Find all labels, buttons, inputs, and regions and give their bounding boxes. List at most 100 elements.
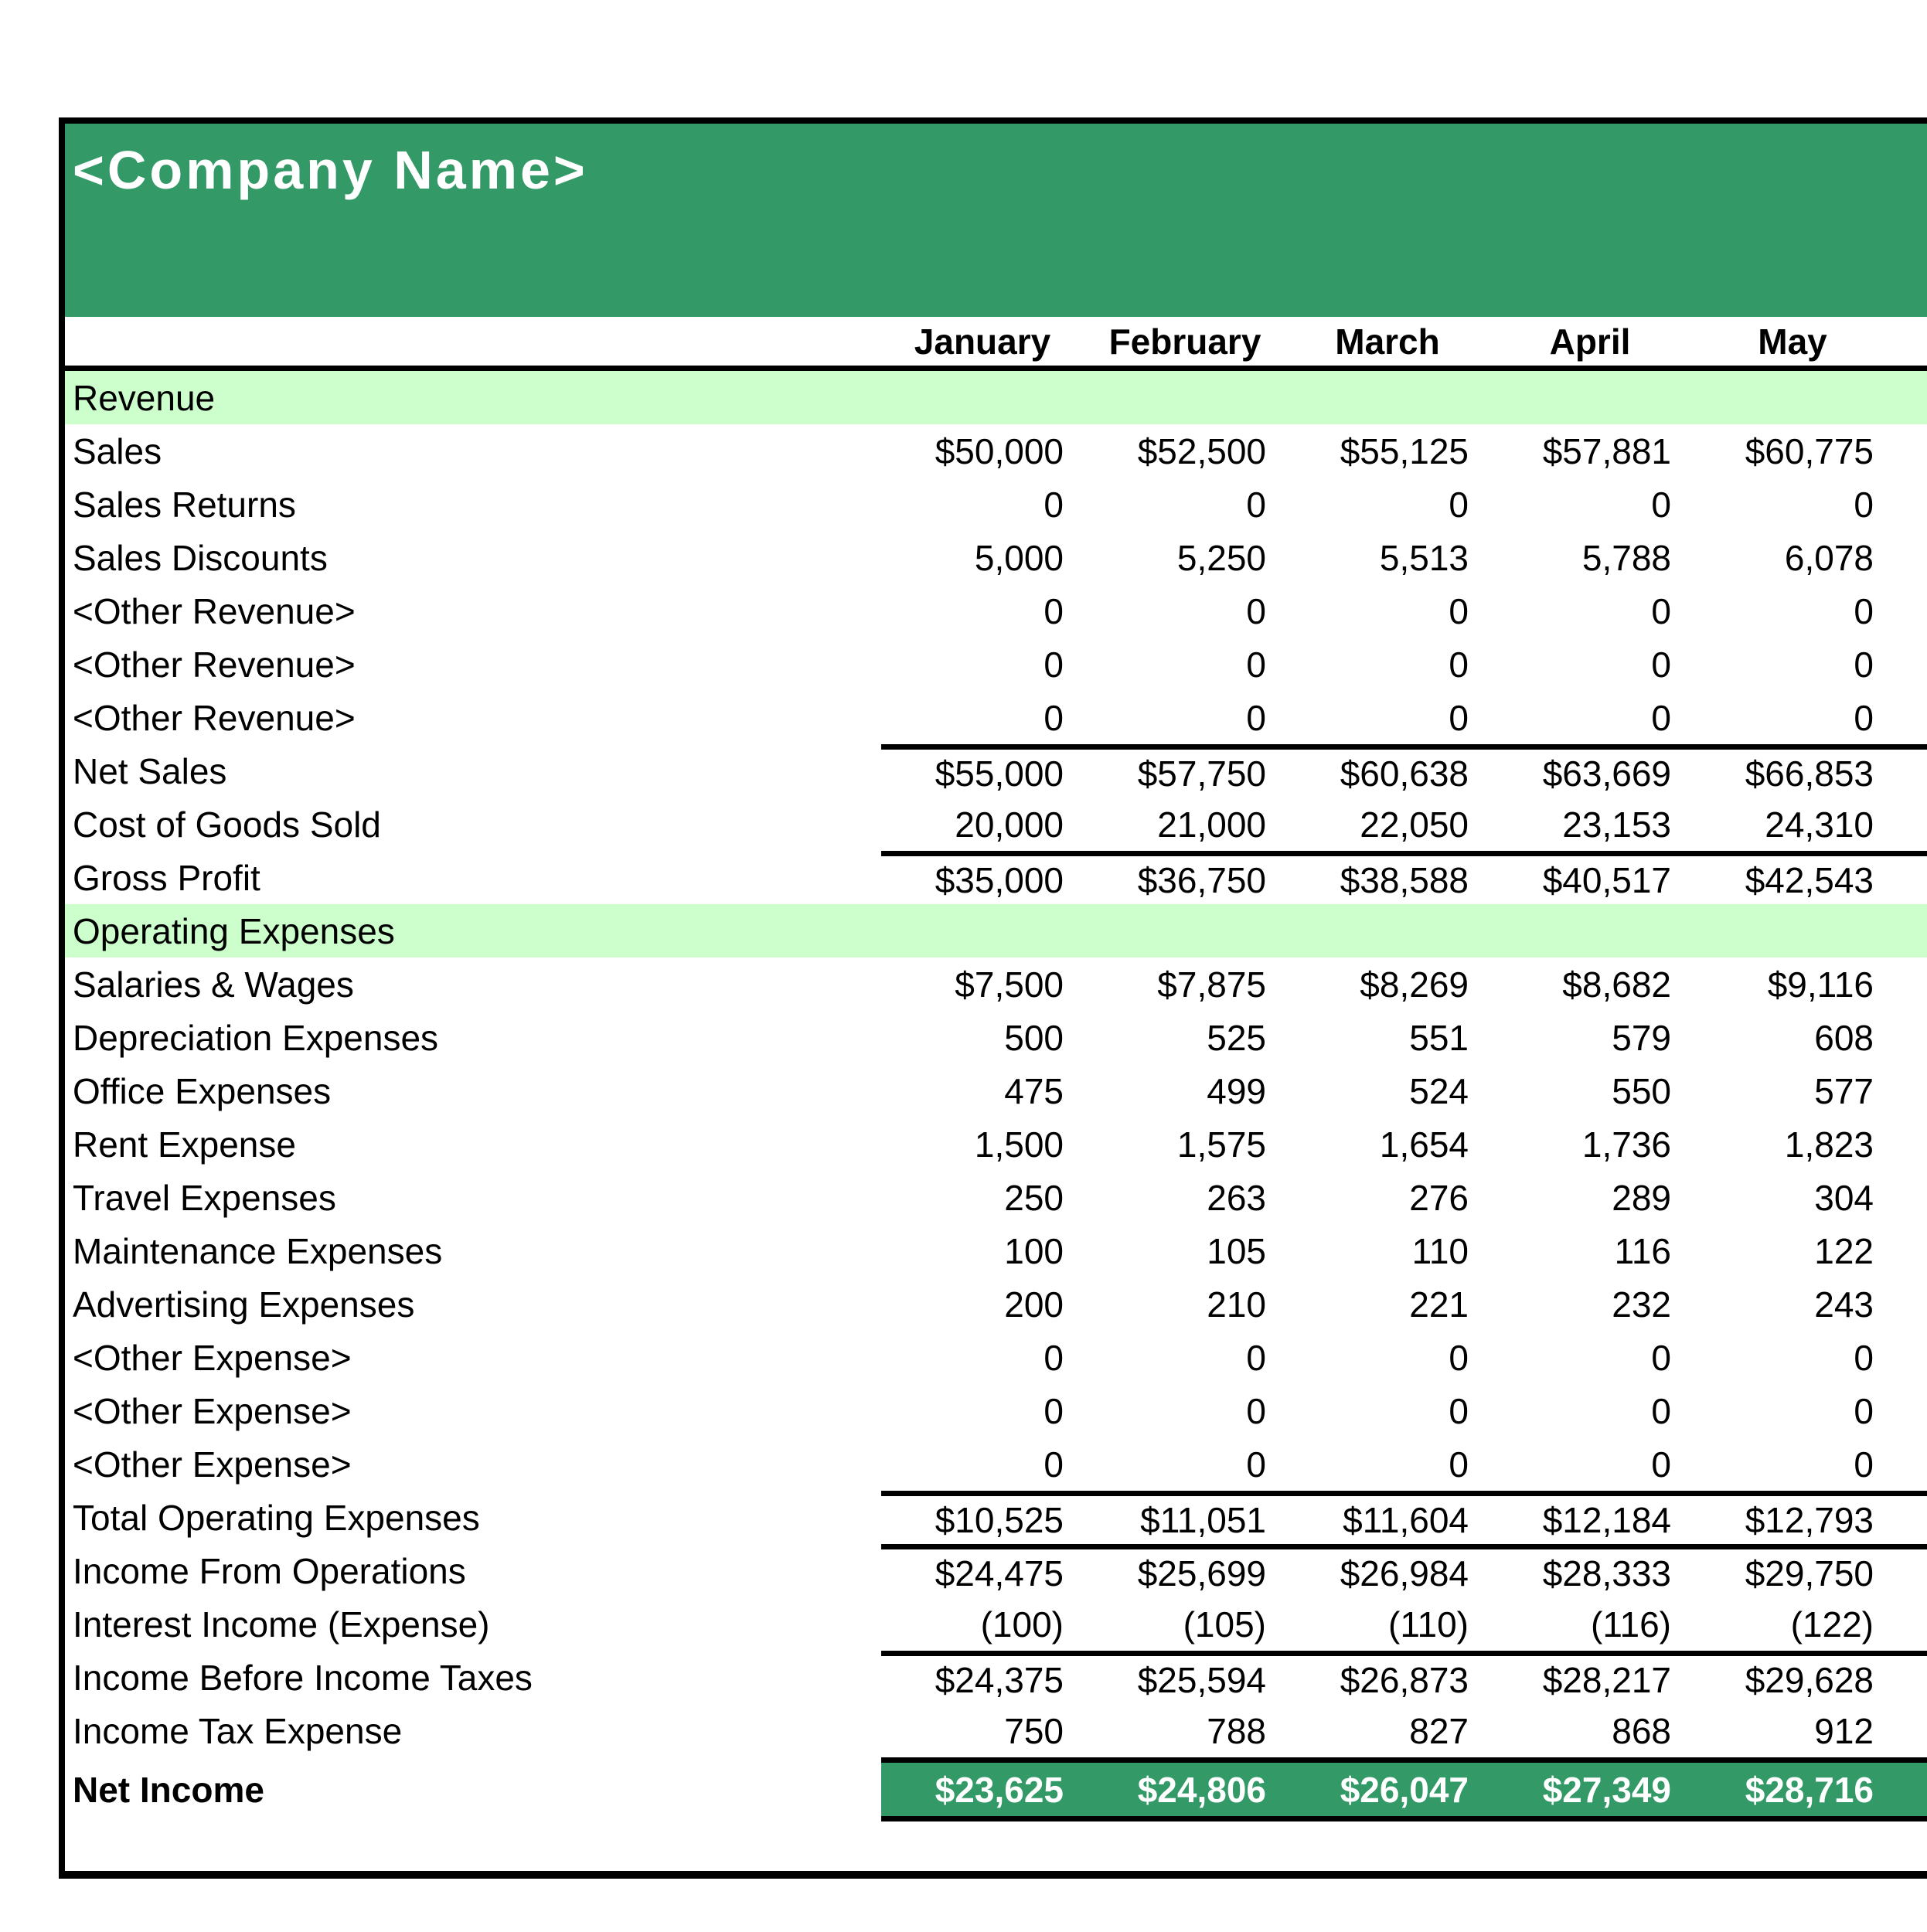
cell-value: $35,000 — [935, 860, 1064, 900]
table-row: Advertising Expenses 200 210 221 232 243 — [65, 1277, 1927, 1331]
cell-value: 912 — [1814, 1710, 1874, 1751]
bottom-spacer-row — [65, 1821, 1927, 1871]
row-values: 250 263 276 289 304 — [881, 1171, 1927, 1224]
row-label: Net Income — [73, 1769, 264, 1810]
row-label: Interest Income (Expense) — [73, 1604, 490, 1645]
table-row: Net Sales $55,000 $57,750 $60,638 $63,66… — [65, 744, 1927, 798]
cell-value: $52,500 — [1137, 430, 1266, 471]
row-label: Depreciation Expenses — [73, 1017, 439, 1058]
cell-value: 0 — [1246, 697, 1266, 738]
cell-value: 0 — [1246, 484, 1266, 525]
table-row: Income Tax Expense 750 788 827 868 912 — [65, 1704, 1927, 1757]
cell-value: 0 — [1044, 484, 1064, 525]
row-values: 0 0 0 0 0 — [881, 691, 1927, 744]
row-values: $23,625 $24,806 $26,047 $27,349 $28,716 — [881, 1757, 1927, 1821]
cell-value: 105 — [1207, 1230, 1266, 1271]
table-row: Income From Operations $24,475 $25,699 $… — [65, 1544, 1927, 1597]
column-header-february: February — [1108, 321, 1261, 362]
cell-value: $23,625 — [935, 1769, 1064, 1810]
cell-value: 1,654 — [1379, 1124, 1469, 1165]
cell-value: $28,716 — [1745, 1769, 1874, 1810]
cell-value: $12,184 — [1542, 1500, 1671, 1540]
row-label: <Other Revenue> — [73, 590, 356, 631]
cell-value: 1,823 — [1784, 1124, 1874, 1165]
table-row: <Other Expense> 0 0 0 0 0 — [65, 1331, 1927, 1384]
cell-value: 0 — [1854, 484, 1874, 525]
cell-value: $55,125 — [1340, 430, 1469, 471]
row-label: Cost of Goods Sold — [73, 804, 381, 845]
cell-value: 276 — [1409, 1177, 1469, 1218]
column-header-april: April — [1549, 321, 1631, 362]
cell-value: 304 — [1814, 1177, 1874, 1218]
cell-value: 110 — [1411, 1230, 1469, 1271]
cell-value: 0 — [1651, 1337, 1671, 1378]
cell-value: 577 — [1814, 1070, 1874, 1111]
cell-value: $50,000 — [935, 430, 1064, 471]
cell-value: $7,875 — [1157, 964, 1266, 1005]
row-label: <Other Expense> — [73, 1390, 352, 1431]
cell-value: 122 — [1814, 1230, 1874, 1271]
income-statement-sheet: <Company Name> January February March Ap… — [59, 117, 1927, 1879]
cell-value: 250 — [1004, 1177, 1064, 1218]
cell-value: 0 — [1044, 590, 1064, 631]
row-label: Total Operating Expenses — [73, 1497, 480, 1538]
cell-value: $60,638 — [1340, 753, 1469, 794]
row-label: Operating Expenses — [73, 910, 395, 951]
cell-value: $24,375 — [935, 1660, 1064, 1700]
cell-value: 21,000 — [1157, 804, 1266, 845]
cell-value: 0 — [1854, 1337, 1874, 1378]
row-label: Salaries & Wages — [73, 964, 354, 1005]
cell-value: 0 — [1246, 1444, 1266, 1485]
cell-value: $29,628 — [1745, 1660, 1874, 1700]
cell-value: 550 — [1612, 1070, 1671, 1111]
table-row: Depreciation Expenses 500 525 551 579 60… — [65, 1011, 1927, 1064]
row-label: <Other Expense> — [73, 1444, 352, 1485]
cell-value: $11,604 — [1343, 1500, 1469, 1540]
cell-value: (122) — [1790, 1604, 1874, 1645]
table-row: Travel Expenses 250 263 276 289 304 — [65, 1171, 1927, 1224]
cell-value: (105) — [1183, 1604, 1266, 1645]
cell-value: 1,575 — [1176, 1124, 1266, 1165]
row-values — [881, 904, 1927, 957]
row-label: Income From Operations — [73, 1550, 466, 1591]
cell-value: 232 — [1612, 1284, 1671, 1325]
cell-value: 579 — [1612, 1017, 1671, 1058]
row-label: Maintenance Expenses — [73, 1230, 443, 1271]
cell-value: $7,500 — [955, 964, 1064, 1005]
cell-value: $38,588 — [1340, 860, 1469, 900]
cell-value: $28,333 — [1542, 1553, 1671, 1594]
cell-value: $8,269 — [1360, 964, 1469, 1005]
cell-value: 0 — [1449, 1390, 1469, 1431]
cell-value: 499 — [1207, 1070, 1266, 1111]
cell-value: 868 — [1612, 1710, 1671, 1751]
column-header-row: January February March April May — [65, 317, 1927, 371]
row-values: 0 0 0 0 0 — [881, 478, 1927, 531]
cell-value: 24,310 — [1765, 804, 1874, 845]
table-row: Office Expenses 475 499 524 550 577 — [65, 1064, 1927, 1117]
cell-value: 100 — [1004, 1230, 1064, 1271]
cell-value: $36,750 — [1137, 860, 1266, 900]
row-values: $7,500 $7,875 $8,269 $8,682 $9,116 — [881, 957, 1927, 1011]
cell-value: 0 — [1044, 644, 1064, 685]
row-values: 0 0 0 0 0 — [881, 638, 1927, 691]
cell-value: 475 — [1004, 1070, 1064, 1111]
cell-value: 5,000 — [974, 537, 1064, 578]
table-body: Revenue Sales $50,000 $52,500 $55,125 $5… — [65, 371, 1927, 1821]
cell-value: $26,047 — [1340, 1769, 1469, 1810]
cell-value: 289 — [1612, 1177, 1671, 1218]
cell-value: 0 — [1449, 644, 1469, 685]
row-values: 0 0 0 0 0 — [881, 1384, 1927, 1437]
company-name: <Company Name> — [73, 140, 588, 200]
cell-value: 525 — [1207, 1017, 1266, 1058]
row-label: Sales Returns — [73, 484, 296, 525]
row-label: Revenue — [73, 377, 216, 418]
cell-value: 0 — [1651, 1444, 1671, 1485]
cell-value: 210 — [1207, 1284, 1266, 1325]
cell-value: 750 — [1004, 1710, 1064, 1751]
row-values: 5,000 5,250 5,513 5,788 6,078 — [881, 531, 1927, 584]
row-values: 200 210 221 232 243 — [881, 1277, 1927, 1331]
cell-value: 500 — [1004, 1017, 1064, 1058]
row-values: 0 0 0 0 0 — [881, 1331, 1927, 1384]
cell-value: $57,881 — [1542, 430, 1671, 471]
